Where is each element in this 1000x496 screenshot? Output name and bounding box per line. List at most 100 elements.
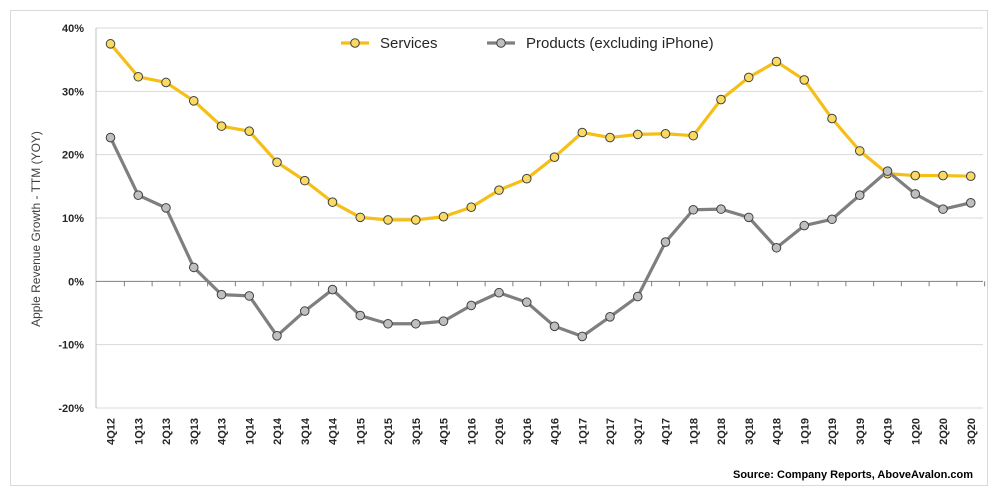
x-tick-label: 1Q16 <box>466 418 478 445</box>
data-point <box>383 318 393 329</box>
x-tick-label: 1Q19 <box>799 418 811 445</box>
data-point <box>577 331 588 342</box>
legend-marker <box>496 38 506 48</box>
data-point <box>355 310 366 321</box>
y-tick-label: 10% <box>62 213 84 225</box>
x-tick-label: 3Q15 <box>411 418 423 445</box>
data-point <box>327 197 338 207</box>
x-tick-label: 2Q14 <box>272 417 284 445</box>
data-point <box>161 203 171 213</box>
x-tick-label: 2Q19 <box>827 418 839 445</box>
data-point <box>660 128 671 139</box>
data-point <box>355 212 366 223</box>
data-point <box>410 215 421 225</box>
x-tick-label: 3Q19 <box>855 418 867 445</box>
data-point <box>383 215 393 225</box>
data-point <box>827 214 837 225</box>
data-point <box>299 306 310 316</box>
y-tick-label: 30% <box>62 86 84 98</box>
data-point <box>299 175 310 186</box>
y-tick-label: -20% <box>58 403 84 415</box>
data-point <box>688 204 699 215</box>
x-tick-label: 2Q13 <box>161 418 173 445</box>
data-point <box>494 287 504 298</box>
y-tick-label: 40% <box>62 23 84 35</box>
data-point <box>521 297 532 308</box>
data-point <box>605 132 615 143</box>
data-point <box>688 130 699 141</box>
x-tick-label: 4Q15 <box>439 418 451 445</box>
data-point <box>161 77 171 88</box>
data-point <box>410 318 421 329</box>
data-point <box>327 284 338 295</box>
x-tick-label: 2Q18 <box>716 418 728 445</box>
data-point <box>632 129 643 140</box>
data-point <box>466 202 477 213</box>
x-tick-label: 2Q15 <box>383 418 395 445</box>
data-point <box>854 190 865 200</box>
data-point <box>244 126 255 137</box>
legend-label: Products (excluding iPhone) <box>526 35 714 52</box>
data-point <box>272 157 282 168</box>
data-point <box>660 237 671 247</box>
series-group <box>105 39 976 342</box>
legend-marker <box>350 38 360 48</box>
data-point <box>494 185 504 195</box>
y-tick-label: 0% <box>68 276 84 288</box>
x-tick-label: 1Q17 <box>577 418 589 445</box>
data-point <box>549 321 560 332</box>
data-point <box>133 190 144 200</box>
x-tick-label: 3Q13 <box>189 418 201 445</box>
y-tick-label: -10% <box>58 340 84 352</box>
data-point <box>466 300 477 311</box>
data-point <box>272 331 282 341</box>
legend-label: Services <box>380 35 438 52</box>
data-point <box>799 75 810 85</box>
data-point <box>882 166 893 176</box>
source-annotation: Source: Company Reports, AboveAvalon.com <box>733 469 973 481</box>
series-line <box>108 42 973 222</box>
x-tick-label: 3Q17 <box>633 418 645 445</box>
data-point <box>938 170 948 181</box>
x-tick-label: 2Q20 <box>938 418 950 445</box>
data-point <box>105 132 116 143</box>
data-point <box>577 127 588 138</box>
data-point <box>771 242 782 253</box>
x-tick-label: 3Q14 <box>300 417 312 445</box>
data-point <box>216 121 227 131</box>
data-point <box>216 289 227 300</box>
data-point <box>799 220 810 231</box>
data-point <box>910 189 921 199</box>
data-point <box>743 72 754 83</box>
x-tick-label: 4Q17 <box>661 418 673 445</box>
data-point <box>743 212 754 223</box>
data-point <box>188 262 199 273</box>
data-point <box>910 170 921 181</box>
y-tick-label: 20% <box>62 150 84 162</box>
x-tick-label: 4Q12 <box>106 418 118 445</box>
data-point <box>521 173 532 184</box>
x-tick-label: 1Q18 <box>688 418 700 445</box>
x-tick-label: 4Q13 <box>217 418 229 445</box>
data-point <box>771 56 782 67</box>
data-point <box>965 198 976 208</box>
data-point <box>965 171 976 181</box>
data-point <box>438 316 449 327</box>
data-point <box>105 39 116 49</box>
x-tick-label: 4Q19 <box>883 418 895 445</box>
x-tick-label: 1Q14 <box>244 417 256 445</box>
data-point <box>133 71 144 82</box>
data-point <box>854 146 865 156</box>
data-point <box>632 291 643 302</box>
data-point <box>188 96 199 106</box>
x-tick-label: 1Q13 <box>133 418 145 445</box>
x-tick-label: 2Q16 <box>494 418 506 445</box>
x-tick-label: 4Q16 <box>550 418 562 445</box>
data-point <box>605 312 615 322</box>
data-point <box>716 204 726 214</box>
x-tick-label: 3Q20 <box>966 418 978 445</box>
x-tick-label: 4Q14 <box>328 417 340 445</box>
data-point <box>827 113 837 124</box>
data-point <box>549 152 560 162</box>
